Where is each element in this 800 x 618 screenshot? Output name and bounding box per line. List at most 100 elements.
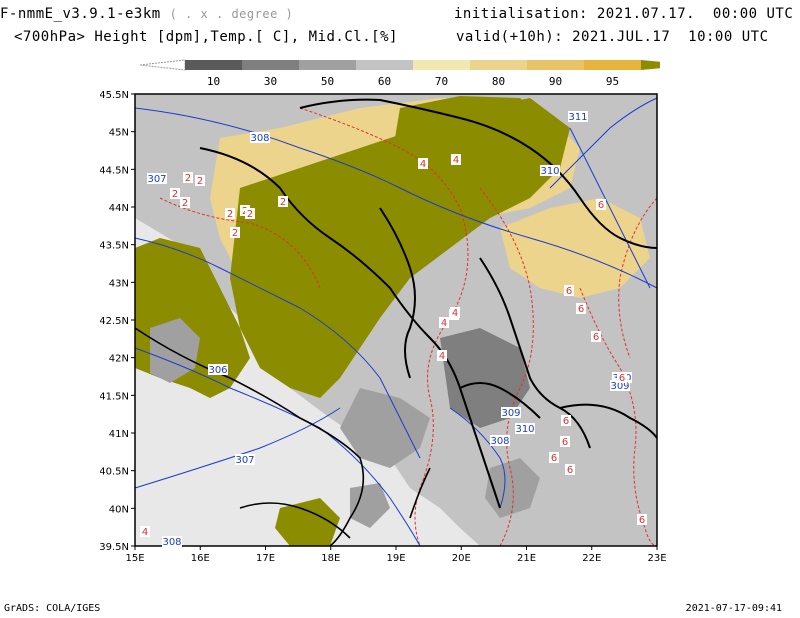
forecast-map: 45.5N 45N 44.5N 44N 43.5N 43N 42.5N 42N 41.5N 41N…: [100, 90, 667, 564]
valid-time: valid(+10h): 2021.JUL.17 10:00 UTC: [456, 29, 769, 45]
lat-label: 40.5N: [100, 467, 129, 478]
temp-contour-label: 6: [551, 453, 557, 464]
temp-contour-label: 2: [185, 173, 191, 184]
temp-label-bg: [591, 331, 601, 342]
temp-label-bg: [183, 172, 193, 183]
lat-label: 41N: [109, 429, 129, 440]
height-label-bg: [515, 423, 535, 434]
temp-contour-label: 6: [619, 373, 625, 384]
temp-contour-label: 4: [420, 159, 426, 170]
temp-label-bg: [450, 307, 460, 318]
temp-label-bg: [561, 415, 571, 426]
temp-label-bg: [180, 197, 190, 208]
height-contour-label: 309: [501, 408, 520, 419]
units-note: ( . x . degree ): [169, 7, 294, 21]
temp-label-bg: [549, 452, 559, 463]
temp-contour-label: 6: [562, 437, 568, 448]
height-contour-label: 309: [610, 381, 629, 392]
lat-label: 42N: [109, 354, 129, 365]
legend-swatch: [527, 60, 584, 70]
temp-label-bg: [564, 285, 574, 296]
temp-label-bg: [418, 158, 428, 169]
coastline: [134, 327, 431, 547]
height-contour-label: 307: [235, 455, 254, 466]
temp-label-bg: [278, 196, 288, 207]
temp-contour-label: 6: [593, 332, 599, 343]
legend-level-label: 10: [207, 75, 220, 88]
lat-label: 44.5N: [100, 165, 129, 176]
temp-label-bg: [576, 303, 586, 314]
temp-contour-labels: 22222222244444466666666664: [140, 154, 647, 538]
legend-level-label: 50: [321, 75, 334, 88]
lon-label: 16E: [191, 553, 210, 564]
lon-label: 22E: [582, 553, 601, 564]
legend-swatch: [185, 60, 242, 70]
height-contour-label: 308: [250, 133, 269, 144]
temp-contour-label: 2: [172, 189, 178, 200]
height-label-bg: [162, 536, 182, 547]
legend-low-arrow: [140, 59, 186, 71]
height-label-bg: [490, 435, 510, 446]
lon-label: 15E: [125, 553, 144, 564]
height-label-bg: [235, 454, 255, 465]
lon-label: 19E: [386, 553, 405, 564]
init-time: initialisation: 2021.07.17. 00:00 UTC: [454, 6, 794, 22]
height-label-bg: [540, 165, 560, 176]
legend-level-label: 90: [549, 75, 562, 88]
footer-timestamp: 2021-07-17-09:41: [685, 603, 782, 614]
lat-label: 43N: [109, 278, 129, 289]
temp-contour-label: 6: [578, 304, 584, 315]
legend-swatch: [413, 60, 470, 70]
lon-label: 18E: [321, 553, 340, 564]
temp-contour-label: 4: [441, 318, 447, 329]
temp-label-bg: [637, 514, 647, 525]
temp-label-bg: [195, 175, 205, 186]
lat-label: 43.5N: [100, 241, 129, 252]
temp-contour-label: 4: [453, 155, 459, 166]
lat-label: 41.5N: [100, 391, 129, 402]
temp-contour-label: 6: [567, 465, 573, 476]
footer-credit: GrADS: COLA/IGES: [4, 603, 101, 614]
legend-swatch: [242, 60, 299, 70]
model-name: F-nmmE_v3.9.1-e3km: [0, 6, 161, 22]
height-contour-label: 311: [568, 112, 587, 123]
temp-contour-label: 2: [227, 209, 233, 220]
latitude-labels: 45.5N 45N 44.5N 44N 43.5N 43N 42.5N 42N 41.5N 41N…: [100, 90, 135, 553]
height-label-bg: [208, 364, 228, 375]
legend-high-arrow: [641, 60, 660, 70]
height-label-bg: [568, 111, 588, 122]
temp-contour-label: 6: [563, 416, 569, 427]
height-label-bg: [147, 173, 167, 184]
temp-label-bg: [451, 154, 461, 165]
lon-label: 17E: [256, 553, 275, 564]
temp-contour-label: 2: [197, 176, 203, 187]
temp-contour-label: 2: [182, 198, 188, 209]
legend-swatch: [470, 60, 527, 70]
lat-label: 42.5N: [100, 316, 129, 327]
temp-contour-label: 2: [280, 197, 286, 208]
height-contour-label: 306: [208, 365, 227, 376]
lat-label: 40N: [109, 504, 129, 515]
temp-label-bg: [170, 188, 180, 199]
temp-label-bg: [140, 526, 150, 537]
temp-contour-label: 6: [639, 515, 645, 526]
legend-level-label: 30: [264, 75, 277, 88]
legend-level-label: 70: [435, 75, 448, 88]
temp-contour-label: 6: [598, 200, 604, 211]
temp-label-bg: [245, 208, 255, 219]
temp-label-bg: [596, 199, 606, 210]
height-label-bg: [610, 380, 630, 391]
temp-label-bg: [560, 436, 570, 447]
legend-level-label: 95: [606, 75, 619, 88]
longitude-labels: 15E 16E 17E 18E 19E 20E 21E 22E 23E: [125, 546, 667, 564]
temp-contour-label: 6: [566, 286, 572, 297]
field-subtitle: <700hPa> Height [dpm],Temp.[ C], Mid.Cl.…: [14, 29, 398, 45]
temp-label-bg: [230, 227, 240, 238]
lon-label: 21E: [517, 553, 536, 564]
lat-label: 45.5N: [100, 90, 129, 101]
country-borders: [199, 98, 658, 509]
temp-label-bg: [437, 350, 447, 361]
lat-label: 44N: [109, 203, 129, 214]
legend-swatch: [584, 60, 641, 70]
height-contour-label: 308: [162, 537, 181, 548]
